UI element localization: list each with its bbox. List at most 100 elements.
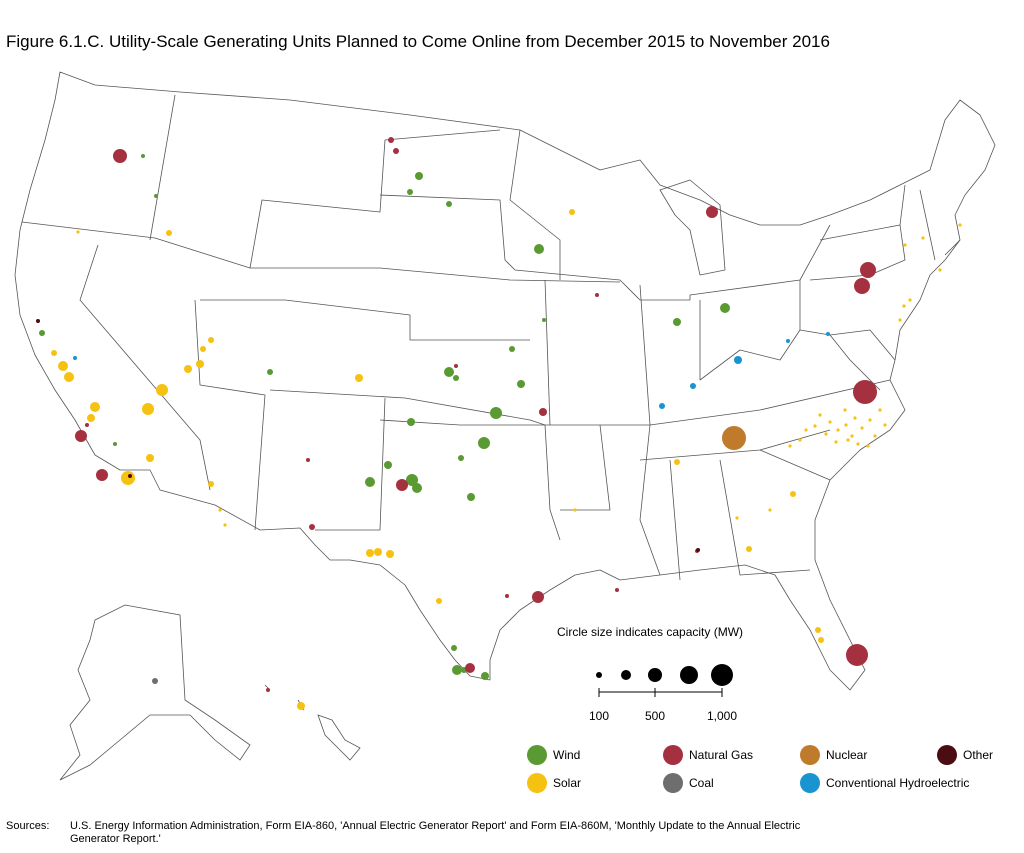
solar-plant-marker — [366, 549, 374, 557]
other-plant-marker — [128, 474, 132, 478]
wind-plant-marker — [365, 477, 375, 487]
solar-plant-marker — [902, 304, 906, 308]
size-tick-1000: 1,000 — [706, 709, 738, 723]
solar-plant-marker — [860, 426, 864, 430]
solar-plant-marker — [297, 702, 305, 710]
gas-plant-marker — [860, 262, 876, 278]
size-tick-500: 500 — [644, 709, 666, 723]
solar-plant-marker — [798, 438, 802, 442]
size-legend-circle-1000 — [711, 664, 733, 686]
solar-plant-marker — [908, 298, 912, 302]
solar-plant-marker — [898, 318, 902, 322]
us-outline — [14, 71, 996, 691]
size-legend-circle-750 — [680, 666, 698, 684]
solar-plant-marker — [836, 428, 840, 432]
gas-plant-marker — [266, 688, 270, 692]
solar-plant-marker — [958, 223, 962, 227]
wind-plant-marker — [490, 407, 502, 419]
hydro-plant-marker — [73, 356, 77, 360]
solar-plant-marker — [573, 508, 577, 512]
solar-plant-marker — [818, 413, 822, 417]
alaska-hawaii — [59, 604, 361, 781]
size-legend-axis — [598, 688, 723, 697]
solar-plant-marker — [846, 438, 850, 442]
wind-plant-marker — [141, 154, 145, 158]
solar-plant-marker — [844, 423, 848, 427]
map-title: Figure 6.1.C. Utility-Scale Generating U… — [6, 32, 830, 51]
solar-plant-marker — [790, 491, 796, 497]
size-legend-circle-500 — [648, 668, 662, 682]
solar-plant-marker — [76, 230, 80, 234]
gas-plant-marker — [505, 594, 509, 598]
solar-plant-marker — [735, 516, 739, 520]
solar-swatch — [527, 773, 547, 793]
solar-plant-marker — [828, 420, 832, 424]
legend-label: Coal — [689, 776, 714, 790]
solar-plant-marker — [196, 360, 204, 368]
solar-plant-marker — [146, 454, 154, 462]
legend-coal: Coal — [663, 773, 714, 793]
wind-plant-marker — [446, 201, 452, 207]
solar-plant-marker — [436, 598, 442, 604]
other-plant-marker — [696, 548, 700, 552]
wind-plant-marker — [406, 474, 418, 486]
hydro-swatch — [800, 773, 820, 793]
gas-plant-marker — [539, 408, 547, 416]
other-swatch — [937, 745, 957, 765]
hydro-plant-marker — [690, 383, 696, 389]
solar-plant-marker — [804, 428, 808, 432]
solar-plant-marker — [90, 402, 100, 412]
wind-plant-marker — [113, 442, 117, 446]
legend-label: Solar — [553, 776, 582, 790]
wind-plant-marker — [415, 172, 423, 180]
size-tick-100: 100 — [588, 709, 610, 723]
solar-plant-marker — [903, 243, 907, 247]
gas-plant-marker — [393, 148, 399, 154]
size-legend-circle-100 — [596, 672, 602, 678]
wind-plant-marker — [509, 346, 515, 352]
size-legend-circle-300 — [621, 670, 631, 680]
gas-plant-marker — [306, 458, 310, 462]
gas-plant-marker — [615, 588, 619, 592]
solar-plant-marker — [674, 459, 680, 465]
solar-plant-marker — [853, 416, 857, 420]
legend-nuclear: Nuclear — [800, 745, 867, 765]
legend-label: Natural Gas — [689, 748, 754, 762]
wind-plant-marker — [384, 461, 392, 469]
nuclear-swatch — [800, 745, 820, 765]
gas-plant-marker — [85, 423, 89, 427]
wind-plant-marker — [453, 375, 459, 381]
wind-plant-marker — [534, 244, 544, 254]
wind-plant-marker — [267, 369, 273, 375]
wind-plant-marker — [517, 380, 525, 388]
hydro-plant-marker — [826, 332, 830, 336]
solar-plant-marker — [166, 230, 172, 236]
gas-plant-marker — [595, 293, 599, 297]
wind-plant-marker — [458, 455, 464, 461]
gas-plant-marker — [75, 430, 87, 442]
coal-swatch — [663, 773, 683, 793]
wind-plant-marker — [542, 318, 546, 322]
legend-label: Conventional Hydroelectric — [826, 776, 970, 790]
gas-plant-marker — [309, 524, 315, 530]
hydro-plant-marker — [659, 403, 665, 409]
solar-plant-marker — [208, 481, 214, 487]
legend-wind: Wind — [527, 745, 580, 765]
hawaii-outline — [264, 684, 361, 761]
solar-plant-marker — [218, 508, 222, 512]
solar-plant-marker — [156, 384, 168, 396]
solar-plant-marker — [374, 548, 382, 556]
gas-plant-marker — [853, 380, 877, 404]
solar-plant-marker — [184, 365, 192, 373]
solar-plant-marker — [866, 444, 870, 448]
wind-plant-marker — [452, 665, 462, 675]
gas-plant-marker — [454, 364, 458, 368]
solar-plant-marker — [843, 408, 847, 412]
solar-plant-marker — [208, 337, 214, 343]
wind-plant-marker — [720, 303, 730, 313]
wind-plant-marker — [154, 194, 158, 198]
gas-plant-marker — [706, 206, 718, 218]
wind-plant-marker — [451, 645, 457, 651]
solar-plant-marker — [813, 424, 817, 428]
solar-plant-marker — [834, 440, 838, 444]
